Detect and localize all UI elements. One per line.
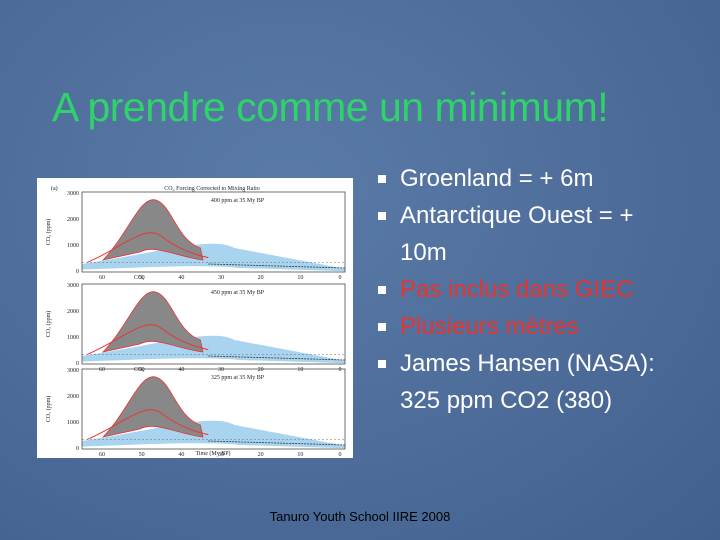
- panel-frame: [81, 283, 346, 365]
- x-tick-label: 0: [339, 367, 342, 373]
- x-tick-label: 50: [139, 367, 145, 373]
- x-tick-label: 30: [218, 275, 224, 281]
- x-tick-label: 30: [218, 367, 224, 373]
- x-tick-label: 60: [99, 275, 105, 281]
- x-tick-label: 50: [139, 275, 145, 281]
- dark-curve: [208, 263, 346, 269]
- bullet: Groenland = + 6m: [378, 160, 675, 197]
- figure-label: (a): [51, 185, 58, 192]
- panel-note: 325 ppm at 35 My BP: [211, 375, 265, 381]
- y-tick-label: 3000: [67, 191, 79, 197]
- bullet: James Hansen (NASA): 325 ppm CO2 (380): [378, 345, 675, 419]
- y-tick-label: 0: [76, 269, 79, 275]
- bullet-list: Groenland = + 6m Antarctique Ouest = + 10…: [378, 160, 680, 419]
- y-tick-label: 2000: [67, 394, 79, 400]
- y-tick-label: 0: [76, 446, 79, 452]
- y-tick-label: 0: [76, 361, 79, 367]
- x-tick-label: 40: [178, 452, 184, 458]
- y-axis-label: CO₂ (ppm): [45, 219, 52, 246]
- y-tick-label: 2000: [67, 309, 79, 315]
- x-tick-label: 60: [99, 367, 105, 373]
- dark-curve: [208, 440, 346, 446]
- panel-frame: [81, 368, 346, 450]
- panel-frame: [81, 191, 346, 273]
- x-tick-label: 20: [258, 452, 264, 458]
- blue-band: [82, 420, 345, 449]
- grey-area: [101, 376, 204, 438]
- panel-note: 400 ppm at 35 My BP: [211, 198, 265, 204]
- x-tick-label: 30: [218, 452, 224, 458]
- x-tick-label: 10: [297, 367, 303, 373]
- co2-marker: CO₂: [134, 275, 144, 281]
- blue-band: [82, 335, 345, 364]
- red-curve: [87, 232, 209, 263]
- x-tick-label: 50: [139, 452, 145, 458]
- y-tick-label: 1000: [67, 243, 79, 249]
- footer: Tanuro Youth School IIRE 2008: [269, 509, 451, 524]
- y-tick-label: 3000: [67, 283, 79, 289]
- panel-note: 450 ppm at 35 My BP: [211, 290, 265, 296]
- figure-title: CO₂ Forcing Corrected to Mixing Ratio: [164, 186, 260, 192]
- grey-area: [101, 199, 204, 261]
- bullet: Antarctique Ouest = + 10m: [378, 197, 675, 271]
- x-tick-label: 60: [99, 452, 105, 458]
- y-tick-label: 3000: [67, 368, 79, 374]
- x-tick-label: 10: [297, 275, 303, 281]
- red-curve: [87, 324, 209, 355]
- grey-area: [101, 291, 204, 353]
- x-tick-label: 0: [339, 452, 342, 458]
- x-tick-label: 40: [178, 367, 184, 373]
- y-axis-label: CO₂ (ppm): [45, 311, 52, 338]
- x-axis-label: Time (My BP): [195, 450, 230, 457]
- red-curve: [87, 409, 209, 440]
- blue-band: [82, 243, 345, 272]
- bullet: Plusieurs mètres: [378, 308, 675, 345]
- co2-marker: CO₂: [134, 367, 144, 373]
- y-tick-label: 1000: [67, 420, 79, 426]
- slide-title: A prendre comme un minimum!: [52, 84, 609, 130]
- y-axis-label: CO₂ (ppm): [45, 396, 52, 423]
- y-tick-label: 2000: [67, 217, 79, 223]
- x-tick-label: 20: [258, 275, 264, 281]
- figure: (a) CO₂ Forcing Corrected to Mixing Ratio…: [37, 178, 353, 458]
- bullet: Pas inclus dans GIEC: [378, 271, 675, 308]
- x-tick-label: 10: [297, 452, 303, 458]
- y-tick-label: 1000: [67, 335, 79, 341]
- x-tick-label: 0: [339, 275, 342, 281]
- x-tick-label: 40: [178, 275, 184, 281]
- x-tick-label: 20: [258, 367, 264, 373]
- dark-curve: [208, 355, 346, 361]
